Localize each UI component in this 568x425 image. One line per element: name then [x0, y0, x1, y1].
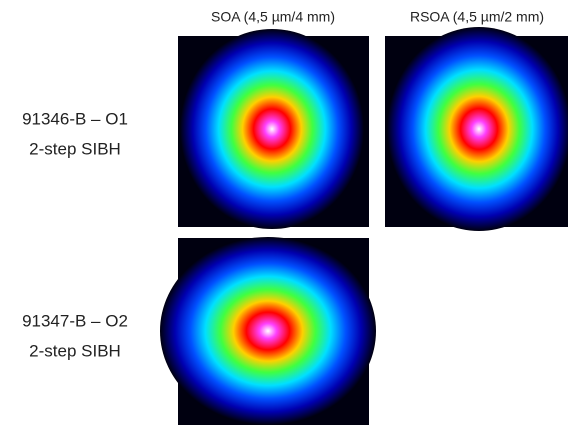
row-label: 91346-B – O1 — [22, 109, 128, 128]
row-label: 91347-B – O2 — [22, 311, 128, 330]
beam-image — [178, 29, 369, 229]
column-header: SOA (4,5 µm/4 mm) — [211, 9, 335, 25]
beam-image — [160, 237, 376, 425]
row-label: 2-step SIBH — [29, 341, 121, 360]
column-header: RSOA (4,5 µm/2 mm) — [410, 9, 544, 25]
beam-image — [385, 27, 568, 231]
row-label: 2-step SIBH — [29, 139, 121, 158]
